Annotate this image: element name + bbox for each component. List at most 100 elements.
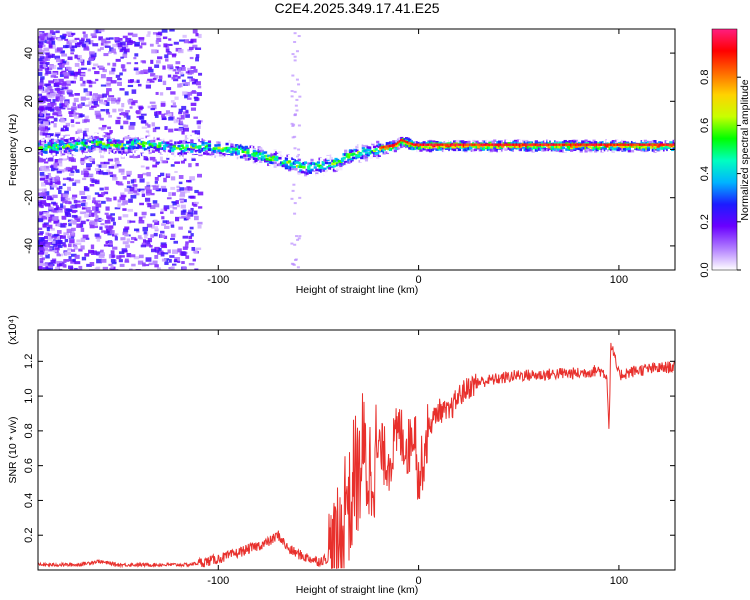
- spectrogram-ridge-cell: [469, 147, 473, 150]
- spectrogram-ridge-cell: [81, 149, 85, 153]
- spectrogram-ridge-cell: [121, 151, 125, 154]
- spectrogram-ridge-cell: [305, 172, 309, 175]
- spectrogram-ridge-cell: [544, 147, 548, 151]
- spectrogram-noise-cell: [130, 240, 135, 244]
- spectrogram-ridge-core: [411, 142, 415, 146]
- spectrogram-noise-cell: [47, 55, 53, 58]
- spectrogram-ridge-cell: [92, 153, 96, 156]
- spectrogram-ridge-cell: [501, 145, 505, 148]
- spectrogram-ridge-cell: [190, 139, 194, 142]
- spectrogram-ridge-cell: [217, 141, 221, 145]
- spectrogram-noise-cell: [95, 78, 99, 82]
- spectrogram-noise-cell: [88, 249, 94, 254]
- spectrogram-ridge-cell: [92, 134, 96, 137]
- spectrogram-ridge-cell: [661, 147, 665, 150]
- spectrogram-noise-cell: [119, 196, 126, 201]
- spectrogram-noise-cell: [75, 216, 82, 221]
- spectrogram-noise-cell: [100, 161, 106, 165]
- snr-y-label: SNR (10 * v/v): [7, 416, 19, 483]
- spectrogram-noise-cell: [181, 105, 187, 110]
- spectrogram-noise-cell: [297, 237, 301, 240]
- spectrogram-ridge-cell: [225, 142, 229, 146]
- spectrogram-ridge-cell: [403, 142, 407, 145]
- spectrogram-ridge-cell: [331, 154, 335, 158]
- spectrogram-ridge-cell: [505, 144, 510, 148]
- spectrogram-noise-cell: [128, 198, 133, 203]
- spectrogram-noise-cell: [157, 79, 163, 82]
- snr-y-ticks: 0.20.40.60.81.01.2: [23, 354, 675, 543]
- spectrogram-ridge-cell: [287, 166, 292, 170]
- spectrogram-ridge-cell: [326, 171, 330, 175]
- spectrogram-ridge-core: [605, 143, 609, 146]
- spectrogram-ridge-cell: [55, 144, 59, 147]
- spectrogram-ridge-cell: [130, 142, 135, 146]
- spectrogram-noise-cell: [55, 107, 59, 111]
- spectrogram-noise-cell: [78, 265, 83, 270]
- spectrogram-noise-cell: [193, 203, 198, 207]
- spectrogram-noise-cell: [120, 192, 125, 197]
- spectrogram-noise-cell: [166, 197, 172, 200]
- spectrogram-ridge-cell: [658, 141, 662, 144]
- spectrogram-noise-cell: [65, 127, 69, 132]
- spectrogram-ridge-core: [427, 143, 431, 146]
- spectrogram-ridge-core: [630, 143, 635, 146]
- spectrogram-ridge-cell: [84, 136, 88, 140]
- spectrogram-ridge-cell: [79, 132, 83, 136]
- spectrogram-ridge-cell: [259, 160, 263, 164]
- spectrogram-noise-cell: [41, 39, 47, 44]
- spectrogram-ridge-core: [445, 143, 449, 146]
- spectrogram-ridge-cell: [263, 154, 268, 158]
- spectrogram-noise-cell: [82, 80, 86, 84]
- spectrogram-noise-cell: [68, 111, 74, 115]
- spectrogram-noise-cell: [96, 251, 101, 256]
- spectrogram-ridge-core: [576, 143, 580, 146]
- spectrogram-ridge-cell: [412, 147, 417, 150]
- spectrogram-ridge-cell: [283, 170, 287, 174]
- spectrogram-noise-cell: [192, 44, 198, 49]
- spectrogram-noise-cell: [117, 42, 123, 48]
- spectrogram-ridge-cell: [432, 140, 436, 144]
- spectrogram-ridge-cell: [558, 145, 563, 149]
- spectrogram-noise-cell: [64, 190, 69, 195]
- spectrogram-ridge-cell: [662, 139, 667, 143]
- spectrogram-ridge-cell: [127, 135, 131, 139]
- spectrogram-ridge-cell: [236, 150, 240, 153]
- spectrogram-ridge-cell: [199, 137, 204, 140]
- spectrogram-noise-cell: [167, 64, 174, 69]
- spectrogram-noise-cell: [80, 227, 85, 232]
- spectrogram-ridge-cell: [159, 152, 163, 155]
- spectrogram-noise-cell: [98, 29, 105, 32]
- spectrogram-noise-cell: [55, 30, 60, 34]
- spectrogram-ridge-cell: [610, 146, 614, 149]
- spectrogram-noise-cell: [65, 157, 70, 160]
- spectrogram-ridge-cell: [255, 152, 260, 155]
- spectrogram-ridge-cell: [603, 145, 607, 149]
- spectrogram-ridge-cell: [84, 141, 88, 145]
- spectrogram-ridge-cell: [79, 147, 83, 151]
- spectrogram-ridge-cell: [419, 139, 423, 143]
- spectrogram-ridge-cell: [587, 145, 591, 148]
- spectrogram-noise-cell: [75, 242, 82, 246]
- spectrogram-ridge-cell: [600, 149, 604, 153]
- spectrogram-ridge-cell: [263, 159, 268, 163]
- spectrogram-ridge-cell: [225, 146, 229, 150]
- spectrogram-ridge-cell: [429, 146, 433, 150]
- spectrogram-ridge-cell: [145, 132, 149, 136]
- spectrogram-ridge-cell: [81, 141, 85, 145]
- spectrogram-noise-cell: [79, 76, 84, 81]
- spectrogram-ridge-cell: [270, 167, 274, 171]
- spectrogram-ridge-cell: [361, 149, 365, 153]
- spectrogram-ridge-cell: [441, 149, 446, 153]
- spectrogram-noise-cell: [42, 223, 47, 228]
- spectrogram-noise-cell: [127, 41, 133, 46]
- spectrogram-noise-cell: [126, 185, 132, 188]
- spectrogram-noise-cell: [39, 204, 44, 208]
- spectrogram-noise-cell: [173, 78, 179, 82]
- spectrogram-noise-cell: [138, 254, 144, 259]
- spectrogram-noise-cell: [161, 244, 168, 249]
- spectrogram-ridge-cell: [456, 144, 460, 148]
- spectrogram-noise-cell: [122, 200, 128, 205]
- spectrogram-ridge-cell: [299, 165, 303, 169]
- spectrogram-noise-cell: [83, 119, 90, 123]
- spectrogram-ridge-cell: [358, 141, 362, 145]
